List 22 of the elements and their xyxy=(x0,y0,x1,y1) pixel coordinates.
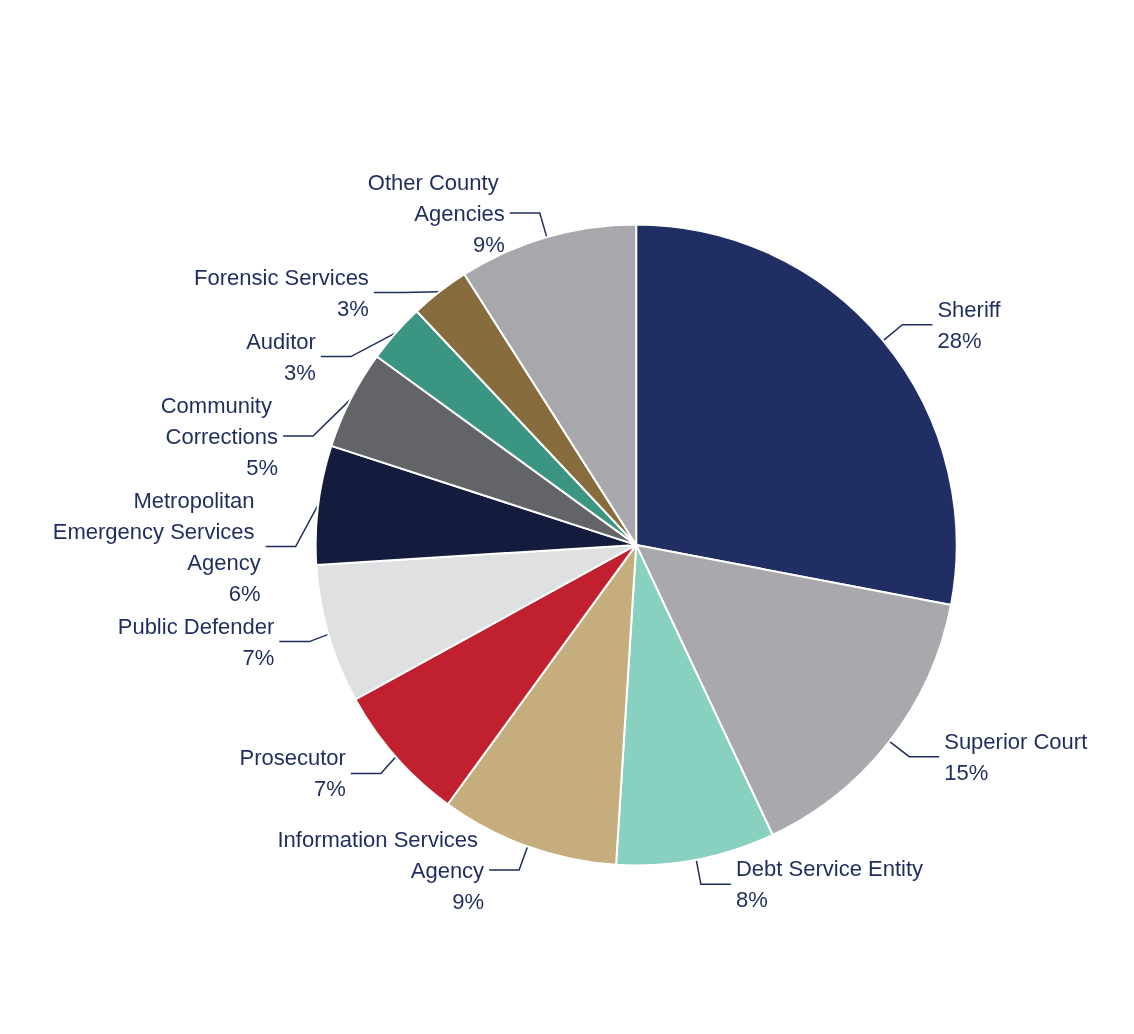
data-label: 28% xyxy=(937,327,982,353)
slice-label: Community Corrections xyxy=(160,392,279,449)
slice-label: Sheriff xyxy=(937,296,1002,322)
slice-label: Prosecutor xyxy=(239,745,346,771)
data-label: 7% xyxy=(314,776,346,802)
slice-label: Information Services Agency xyxy=(277,826,485,883)
data-label: 7% xyxy=(242,644,275,670)
data-label: 3% xyxy=(337,295,369,321)
data-label: 5% xyxy=(246,454,279,480)
data-label: 9% xyxy=(452,888,485,914)
data-label: 6% xyxy=(228,580,261,606)
data-label: 8% xyxy=(735,887,768,913)
data-label: 9% xyxy=(472,231,505,257)
slice-label: Public Defender xyxy=(117,613,275,639)
slice-label: Superior Court xyxy=(944,728,1088,754)
slice-label: Metropolitan Emergency Services Agency xyxy=(52,487,261,575)
slice-label: Other County Agencies xyxy=(367,169,505,226)
data-label: 3% xyxy=(284,359,316,385)
data-label: 15% xyxy=(944,759,989,785)
slice-label: Forensic Services xyxy=(194,264,369,290)
slice-label: Debt Service Entity xyxy=(735,856,923,882)
slice-label: Auditor xyxy=(246,328,316,354)
